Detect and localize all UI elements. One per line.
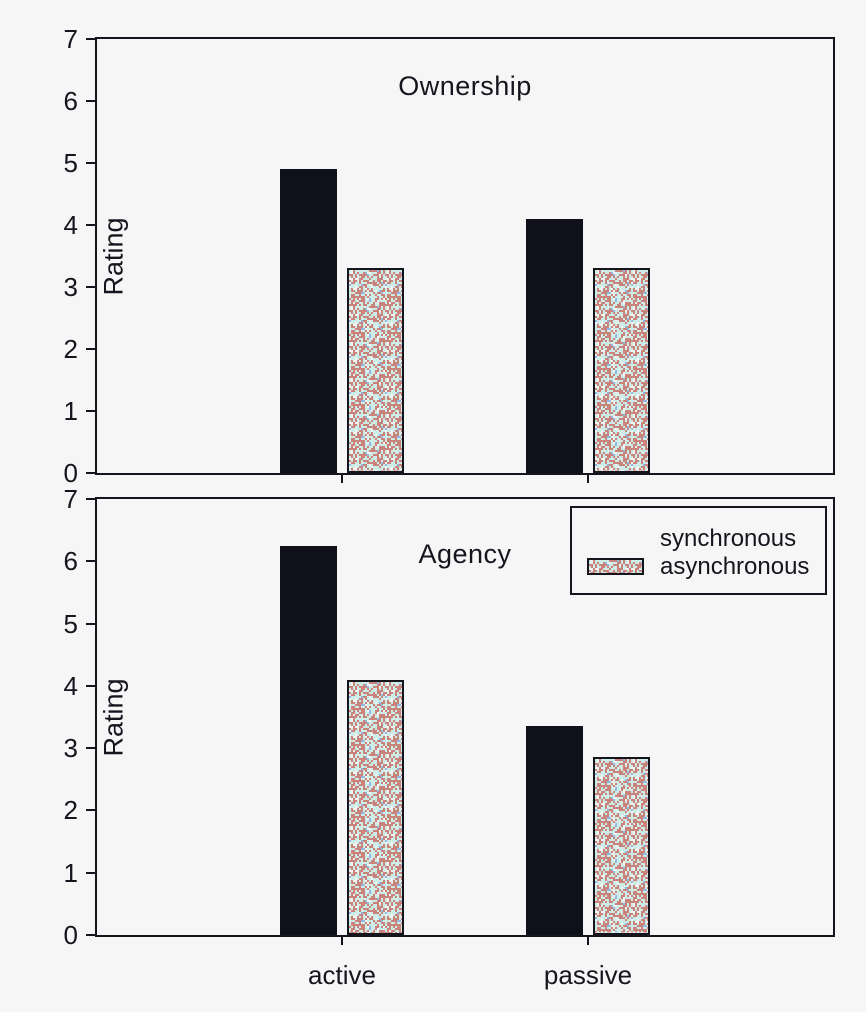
bar-agency-passive-asynchronous	[592, 757, 650, 935]
y-tick	[86, 934, 95, 936]
legend-row-synchronous: synchronous	[587, 526, 825, 551]
legend-swatch-synchronous	[587, 530, 644, 547]
y-tick-label: 1	[63, 857, 78, 888]
x-category-label-passive: passive	[543, 960, 633, 990]
y-tick-label: 0	[63, 920, 78, 950]
y-tick-label: 3	[63, 272, 78, 302]
y-tick	[86, 224, 95, 226]
x-tick	[586, 937, 589, 945]
legend-label-synchronous: synchronous	[660, 524, 797, 552]
y-tick	[86, 286, 95, 288]
y-tick-label: 1	[63, 396, 78, 426]
bar-ownership-active-asynchronous	[347, 268, 405, 473]
bar-agency-active-synchronous	[280, 545, 338, 935]
y-tick	[86, 809, 95, 812]
y-tick	[86, 747, 95, 750]
x-tick	[341, 937, 344, 945]
y-tick-label: 2	[63, 334, 78, 364]
legend-box: synchronous asynchronous	[570, 506, 827, 595]
y-tick-label: 6	[63, 546, 78, 577]
ownership-panel-title: Ownership	[398, 71, 532, 101]
x-tick	[341, 475, 344, 483]
ownership-plot-area: Ownership Rating	[95, 37, 835, 475]
agency-y-axis-label: Rating	[98, 678, 129, 757]
bar-ownership-active-synchronous	[280, 169, 338, 473]
y-tick	[86, 38, 95, 40]
y-tick-label: 3	[63, 733, 78, 764]
legend-label-asynchronous: asynchronous	[660, 552, 810, 580]
legend-row-asynchronous: asynchronous	[587, 554, 825, 579]
bar-agency-passive-synchronous	[525, 726, 583, 935]
x-category-label-active: active	[308, 960, 376, 990]
ownership-y-axis-label: Rating	[98, 217, 129, 296]
y-tick-label: 5	[63, 148, 78, 178]
y-tick	[86, 622, 95, 625]
y-tick-label: 5	[63, 608, 78, 639]
agency-panel-title: Agency	[418, 539, 512, 569]
y-tick-label: 7	[63, 484, 78, 514]
y-tick	[86, 472, 95, 474]
y-tick	[86, 348, 95, 350]
y-tick	[86, 684, 95, 687]
y-tick	[86, 100, 95, 102]
y-tick-label: 4	[63, 210, 78, 240]
bar-ownership-passive-synchronous	[525, 218, 583, 473]
y-tick-label: 6	[63, 86, 78, 116]
x-tick	[586, 475, 589, 483]
bar-ownership-passive-asynchronous	[592, 268, 650, 473]
y-tick	[86, 162, 95, 164]
legend-swatch-asynchronous	[587, 558, 644, 575]
y-tick	[86, 498, 95, 500]
y-tick	[86, 560, 95, 563]
y-tick	[86, 410, 95, 412]
y-tick-label: 7	[63, 24, 78, 54]
y-tick-label: 2	[63, 795, 78, 826]
y-tick	[86, 871, 95, 874]
y-tick-label: 4	[63, 670, 78, 701]
bar-agency-active-asynchronous	[347, 679, 405, 935]
y-tick-label: 0	[63, 458, 78, 488]
